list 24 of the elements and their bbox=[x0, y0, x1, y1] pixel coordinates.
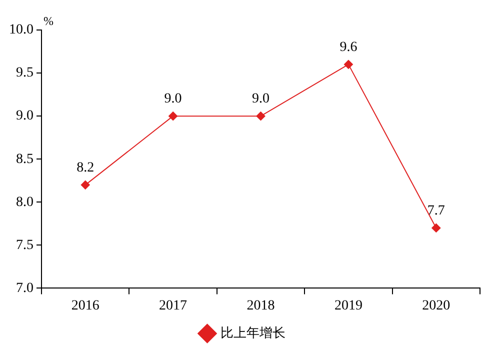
x-tick-label: 2020 bbox=[422, 298, 450, 314]
data-label: 9.6 bbox=[340, 40, 358, 56]
y-axis-title: % bbox=[44, 14, 54, 28]
data-label: 7.7 bbox=[427, 204, 445, 219]
point bbox=[344, 60, 353, 69]
point bbox=[256, 112, 266, 121]
y-tick-label: 7.0 bbox=[16, 280, 34, 296]
point bbox=[80, 180, 90, 190]
y-tick-label: 9.0 bbox=[16, 108, 34, 124]
point bbox=[168, 112, 178, 121]
data-label: 9.0 bbox=[164, 92, 182, 107]
y-tick-label: 7.5 bbox=[16, 238, 34, 253]
y-tick-label: 8.0 bbox=[16, 194, 34, 210]
x-tick-label: 2016 bbox=[71, 298, 100, 314]
data-label: 9.0 bbox=[252, 92, 270, 107]
x-tick-label: 2017 bbox=[159, 298, 188, 314]
legend-label: 比上年增长 bbox=[220, 326, 286, 341]
x-tick-label: 2018 bbox=[246, 298, 275, 314]
x-tick-label: 2019 bbox=[334, 298, 362, 314]
data-label: 8.2 bbox=[76, 160, 94, 176]
y-tick-label: 9.5 bbox=[16, 66, 34, 81]
point bbox=[432, 223, 441, 232]
y-tick-label: 8.5 bbox=[16, 152, 34, 167]
y-tick-label: 10.0 bbox=[9, 22, 34, 38]
